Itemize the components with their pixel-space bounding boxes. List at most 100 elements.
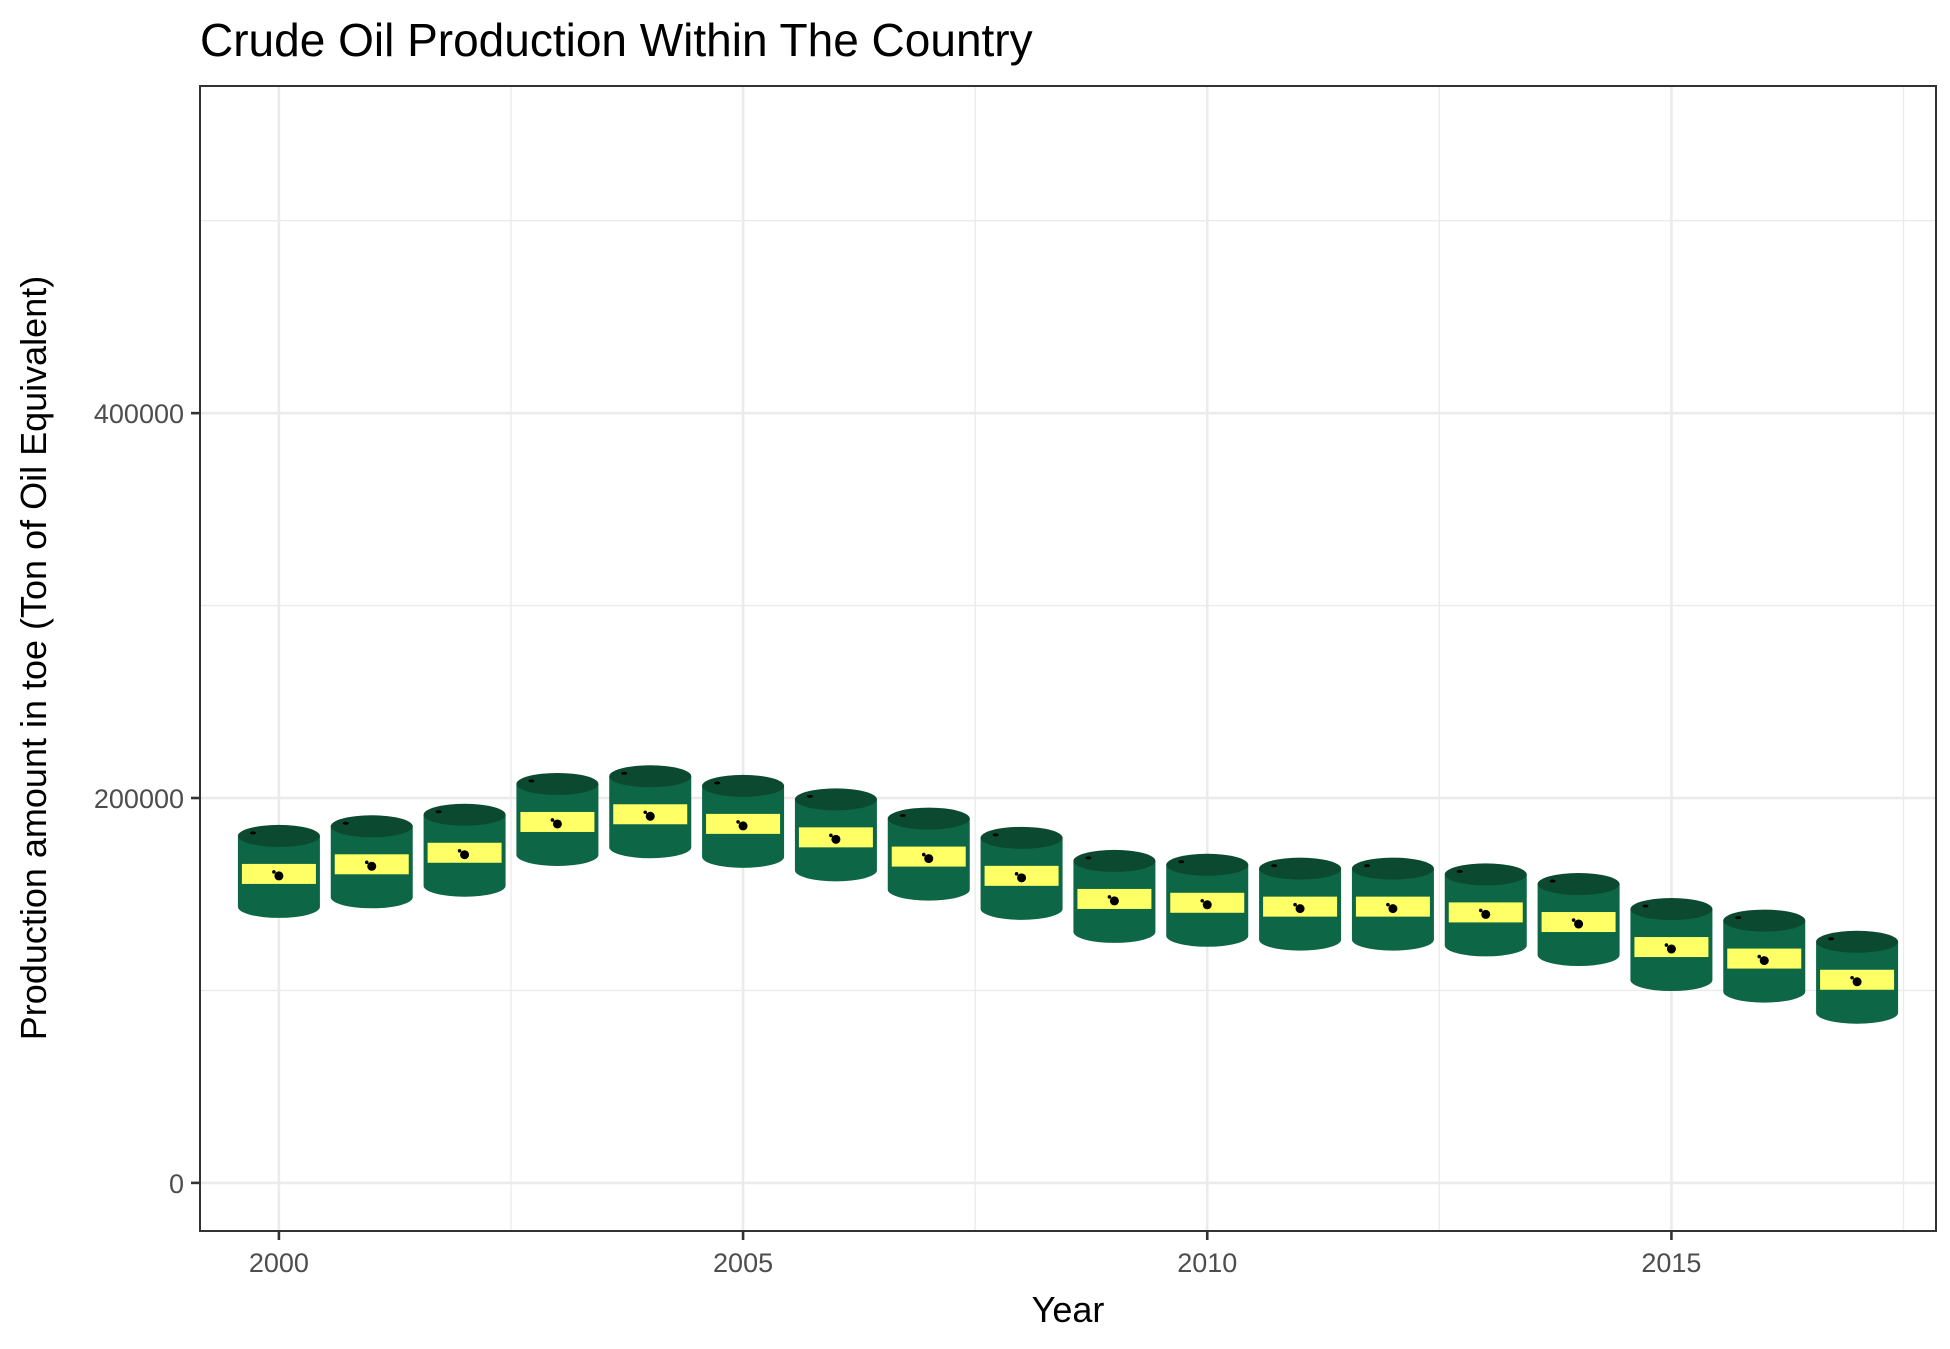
oil-drop-icon [1200,898,1205,903]
barrel-lid [423,803,506,826]
barrel-cap [1456,869,1463,873]
oil-barrel-marker [702,774,785,868]
oil-drop-icon [924,854,934,864]
oil-drop-icon [1388,904,1398,914]
oil-drop-icon [1017,873,1027,883]
barrel-cap [1085,856,1092,860]
oil-drop-icon [1478,908,1483,913]
barrel-lid [1351,857,1434,880]
plot-background [200,86,1936,1231]
oil-drop-icon [831,834,841,844]
oil-drop-icon [1014,872,1019,876]
barrel-lid [1816,930,1899,953]
oil-drop-icon [829,833,833,838]
oil-drop-icon [1759,956,1769,966]
barrel-cap [899,814,906,818]
oil-drop-icon [1757,954,1762,959]
barrel-cap [621,771,628,775]
barrel-cap [342,821,349,825]
oil-drop-icon [1293,902,1297,907]
barrel-cap [528,779,535,783]
oil-barrel-marker [887,807,970,901]
data-marks [237,765,1899,1024]
oil-barrel-marker [1723,909,1806,1003]
chart-title: Crude Oil Production Within The Country [200,14,1033,66]
oil-drop-icon [921,852,926,857]
barrel-lid [1444,863,1527,886]
oil-barrel-marker [237,824,320,918]
barrel-cap [1642,904,1649,908]
barrel-lid [516,772,599,795]
oil-barrel-marker [1816,930,1899,1024]
oil-barrel-marker [1444,863,1527,957]
oil-drop-icon [460,850,470,860]
barrel-lid [1259,857,1342,880]
oil-barrel-marker [1073,849,1156,943]
barrel-lid [980,826,1063,849]
oil-barrel-marker [1630,898,1713,992]
oil-barrel-marker [794,788,877,882]
axes: 2000 2005 2010 2015 0 200000 400000 [94,399,1702,1278]
oil-drop-icon [643,810,648,815]
barrel-lid [702,774,785,797]
oil-drop-icon [272,870,276,874]
x-tick-label: 2015 [1641,1248,1701,1278]
oil-drop-icon [552,819,562,829]
y-axis-title: Production amount in toe (Ton of Oil Equ… [13,276,54,1040]
oil-drop-icon [274,871,284,881]
gridlines [200,86,1936,1231]
y-tick-label: 400000 [94,399,184,429]
oil-drop-icon [1386,902,1390,907]
barrel-lid [887,807,970,830]
barrel-cap [714,781,721,785]
oil-drop-icon [738,821,748,831]
oil-drop-icon [1574,919,1584,929]
barrel-cap [1735,916,1742,920]
barrel-lid [609,765,692,788]
x-tick-label: 2005 [713,1248,773,1278]
barrel-lid [794,788,877,811]
barrel-lid [1073,849,1156,872]
oil-barrel-marker [1351,857,1434,951]
oil-drop-icon [1107,895,1112,899]
oil-barrel-marker [1166,853,1249,947]
barrel-cap [992,833,999,837]
oil-drop-icon [550,818,555,822]
oil-drop-icon [1666,944,1676,954]
oil-drop-icon [367,861,377,871]
barrel-cap [1828,937,1835,941]
plot-border [199,85,1937,1232]
oil-barrel-marker [516,772,599,866]
barrel-cap [806,794,813,798]
oil-barrel-marker [1537,873,1620,967]
y-tick-label: 0 [169,1169,184,1199]
barrel-cap [435,810,442,814]
barrel-lid [1537,873,1620,896]
x-tick-label: 2000 [249,1248,309,1278]
y-tick-label: 200000 [94,784,184,814]
barrel-lid [1166,853,1249,876]
barrel-lid [330,815,413,838]
oil-drop-icon [364,860,369,865]
x-tick-label: 2010 [1177,1248,1237,1278]
oil-drop-icon [1850,975,1854,980]
barrel-cap [1549,879,1556,883]
oil-barrel-marker [330,815,413,909]
oil-drop-icon [645,811,655,821]
oil-drop-icon [1852,977,1862,987]
x-axis-title: Year [1032,1289,1105,1330]
barrel-cap [249,831,256,835]
barrel-lid [1630,898,1713,921]
oil-drop-icon [1571,918,1576,922]
oil-barrel-marker [609,765,692,859]
oil-drop-icon [736,820,740,824]
oil-barrel-marker [1259,857,1342,951]
barrel-cap [1271,864,1278,868]
oil-drop-icon [1109,896,1119,906]
oil-drop-icon [1481,909,1491,919]
barrel-cap [1178,860,1185,864]
oil-barrel-marker [423,803,506,897]
oil-drop-icon [457,848,462,853]
barrel-cap [1363,864,1370,868]
